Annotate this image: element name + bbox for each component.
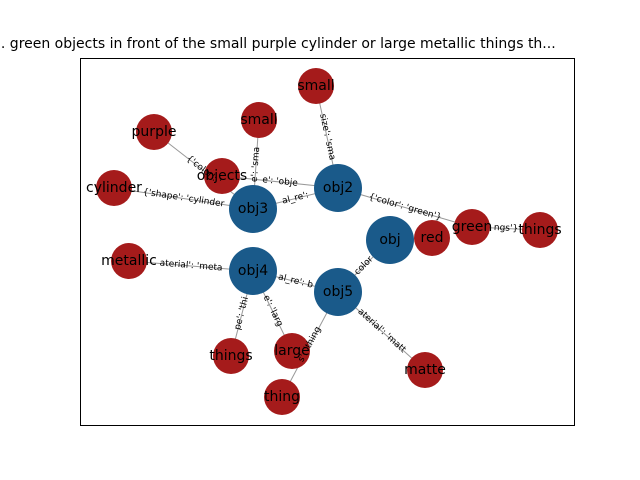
node-objects: objects — [197, 158, 247, 194]
hub-node-circle — [229, 185, 277, 233]
node-label: green — [452, 219, 492, 235]
plot-frame — [80, 58, 575, 426]
node-large: large — [274, 333, 310, 369]
edge-label-group: e': 'obje — [262, 175, 299, 189]
node-label: large — [274, 343, 309, 359]
edge-label-group: aterial': 'matt — [355, 307, 407, 355]
node-red: red — [414, 220, 450, 256]
edge-label-group: pe': 'thi — [233, 296, 251, 331]
node-obj3: obj3 — [229, 185, 277, 233]
node-label: small — [240, 112, 277, 128]
hub-node-circle — [314, 164, 362, 212]
node-label: obj2 — [323, 180, 353, 196]
node-label: objects — [197, 168, 247, 184]
leaf-node-circle — [241, 102, 277, 138]
edge-label: ngs'} — [494, 223, 519, 234]
node-label: matte — [404, 362, 446, 378]
leaf-node-circle — [522, 212, 558, 248]
edge-label-group: aterial': 'meta — [159, 258, 223, 273]
node-small_a: small — [297, 68, 335, 104]
edge-label: aterial': 'matt — [355, 307, 407, 355]
node-obj4: obj4 — [229, 247, 277, 295]
edge-label: pe': 'thi — [233, 296, 251, 331]
edge-label-group: {'color': 'green'} — [367, 192, 442, 223]
node-label: metallic — [101, 253, 157, 269]
leaf-node-circle — [298, 68, 334, 104]
node-matte: matte — [404, 352, 446, 388]
node-green: green — [452, 209, 492, 245]
diagram-title-text: ... green objects in front of the small … — [0, 36, 556, 52]
node-things_a: things — [518, 212, 562, 248]
edge-label-group: al_re': b — [277, 272, 314, 290]
leaf-node-circle — [96, 170, 132, 206]
hub-node-circle — [314, 268, 362, 316]
node-label: obj3 — [238, 201, 268, 217]
edge-label: e': 'larg — [261, 294, 285, 329]
hub-node-circle — [366, 216, 414, 264]
node-small_b: small — [240, 102, 278, 138]
node-label: obj4 — [238, 263, 268, 279]
diagram-title: ... green objects in front of the small … — [0, 34, 640, 54]
node-label: red — [421, 230, 444, 246]
edge-label: aterial': 'meta — [159, 258, 223, 273]
leaf-node-circle — [136, 114, 172, 150]
edge-label: e': 'obje — [262, 175, 299, 189]
node-layer: obj obj2 obj3 obj4 obj5 small small purple objec… — [86, 68, 562, 415]
node-cylinder: cylinder — [86, 170, 142, 206]
leaf-node-circle — [274, 333, 310, 369]
node-label: things — [209, 348, 252, 364]
edge-label-group: e': 'larg — [261, 294, 285, 329]
edge-label: e': 'sma — [250, 147, 262, 183]
node-label: things — [518, 222, 561, 238]
node-thing: thing — [264, 379, 300, 415]
edge-label: size': 'sma — [317, 113, 337, 161]
edge-label: {'color': 'green'} — [367, 192, 442, 223]
leaf-node-circle — [264, 379, 300, 415]
edge-label: al_re': b — [277, 272, 314, 290]
edge-label-group: al_re': — [281, 190, 310, 206]
node-purple: purple — [132, 114, 177, 150]
node-obj2: obj2 — [314, 164, 362, 212]
edge-label-group: ngs'} — [494, 223, 519, 234]
leaf-node-circle — [204, 158, 240, 194]
node-label: thing — [264, 389, 300, 405]
edge-label: al_re': — [281, 190, 310, 206]
leaf-node-circle — [407, 352, 443, 388]
node-label: purple — [132, 124, 177, 140]
leaf-node-circle — [414, 220, 450, 256]
node-metallic: metallic — [101, 243, 157, 279]
edge-label-group: e': 'sma — [250, 147, 262, 183]
node-obj: obj — [366, 216, 414, 264]
node-label: small — [297, 78, 334, 94]
node-obj5: obj5 — [314, 268, 362, 316]
edge-label-group: size': 'sma — [317, 113, 337, 161]
node-label: obj5 — [323, 284, 353, 300]
node-things_b: things — [209, 338, 253, 374]
leaf-node-circle — [213, 338, 249, 374]
hub-node-circle — [229, 247, 277, 295]
node-label: obj — [379, 232, 400, 248]
leaf-node-circle — [454, 209, 490, 245]
node-label: cylinder — [86, 180, 142, 196]
leaf-node-circle — [111, 243, 147, 279]
